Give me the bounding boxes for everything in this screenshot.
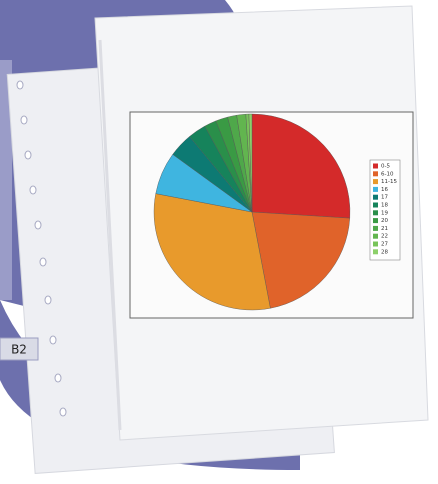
legend-swatch <box>373 194 378 200</box>
legend-label: 28 <box>381 249 388 255</box>
pie-slice <box>251 211 351 309</box>
legend-swatch <box>373 218 378 224</box>
pie-slice <box>153 193 271 311</box>
legend-swatch <box>373 233 378 239</box>
legend-label: 21 <box>381 226 388 232</box>
legend-label: 19 <box>381 210 388 216</box>
legend-label: 0-5 <box>381 164 390 170</box>
legend-swatch <box>373 202 378 208</box>
legend-swatch <box>373 171 378 177</box>
legend-swatch <box>373 163 378 169</box>
badge-box <box>0 337 39 361</box>
inner-panel <box>0 60 12 300</box>
legend-label: 17 <box>381 195 388 201</box>
legend-swatch <box>373 186 378 192</box>
punch-holes <box>16 80 67 417</box>
pie-slice <box>251 113 351 219</box>
legend-label: 20 <box>381 218 388 224</box>
sleeve-fold <box>98 39 122 431</box>
pie-slice <box>248 113 253 213</box>
legend-swatch <box>373 210 378 216</box>
legend-label: 22 <box>381 234 388 240</box>
pie-chart <box>153 113 351 311</box>
legend-swatch <box>373 249 378 255</box>
legend-label: 11-15 <box>381 179 397 185</box>
legend-label: 16 <box>381 187 388 193</box>
legend-label: 27 <box>381 242 388 248</box>
legend-label: 18 <box>381 203 388 209</box>
legend-swatch <box>373 179 378 185</box>
badge-label: B2 <box>11 343 27 357</box>
legend-swatch <box>373 241 378 247</box>
legend-label: 6-10 <box>381 171 394 177</box>
legend-swatch <box>373 225 378 231</box>
